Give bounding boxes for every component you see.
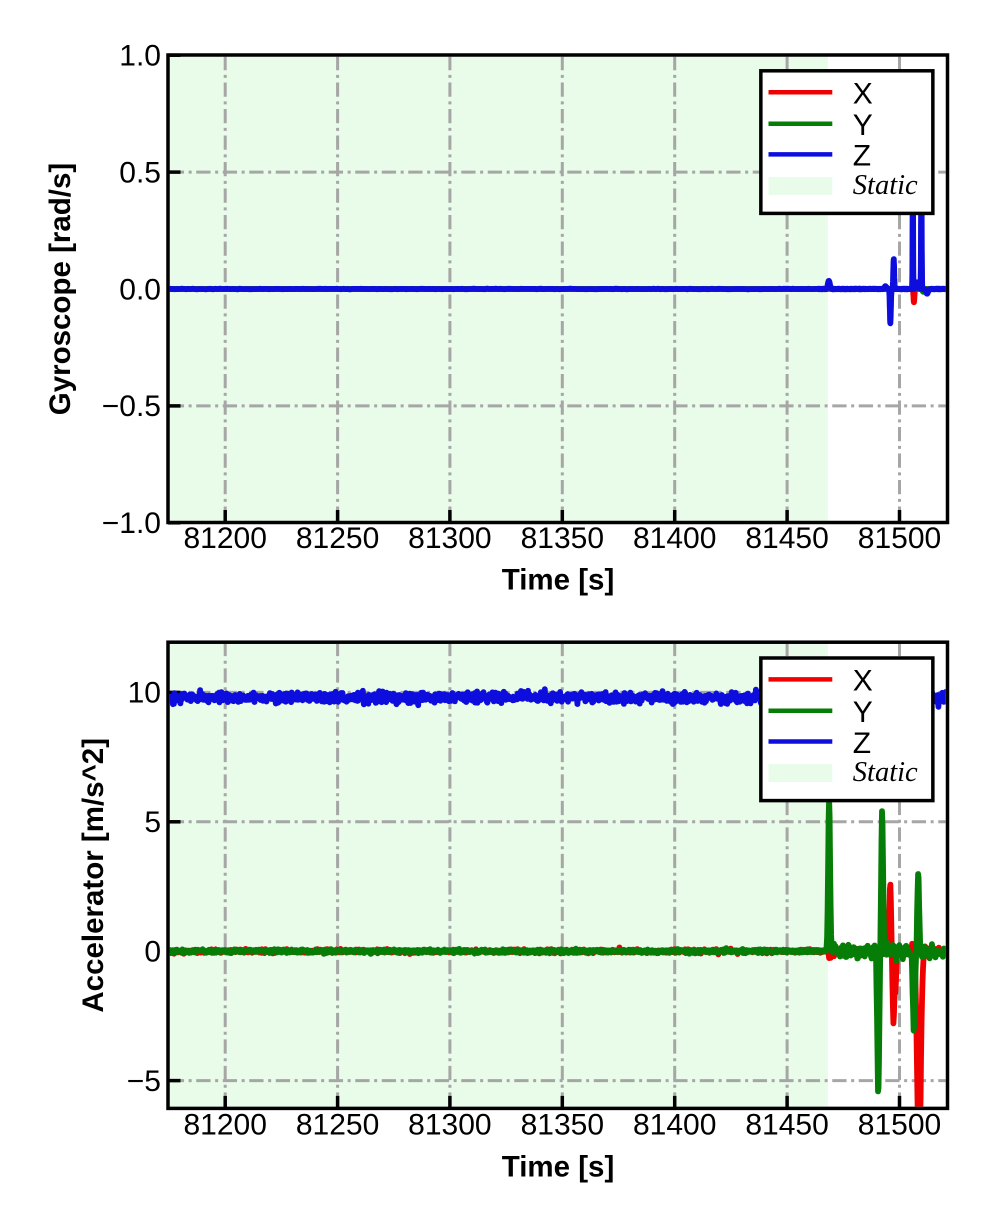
svg-text:Time [s]: Time [s] (502, 1151, 615, 1184)
svg-text:10: 10 (128, 677, 161, 710)
svg-text:81250: 81250 (296, 1109, 379, 1142)
svg-text:0: 0 (144, 936, 161, 969)
svg-text:Y: Y (853, 109, 873, 142)
svg-text:81300: 81300 (408, 522, 491, 555)
svg-text:81400: 81400 (633, 1109, 716, 1142)
svg-text:−0.5: −0.5 (102, 390, 161, 423)
svg-text:81350: 81350 (521, 522, 604, 555)
svg-text:Gyroscope [rad/s]: Gyroscope [rad/s] (44, 163, 77, 415)
svg-text:X: X (853, 665, 873, 698)
svg-text:Z: Z (853, 140, 871, 173)
svg-text:81250: 81250 (296, 522, 379, 555)
svg-text:81200: 81200 (183, 522, 266, 555)
svg-text:0.5: 0.5 (119, 156, 161, 189)
svg-text:81500: 81500 (858, 522, 941, 555)
svg-text:−5: −5 (127, 1065, 161, 1098)
svg-text:81450: 81450 (745, 522, 828, 555)
svg-text:81350: 81350 (521, 1109, 604, 1142)
svg-text:Accelerator [m/s^2]: Accelerator [m/s^2] (77, 738, 110, 1013)
svg-text:Y: Y (853, 696, 873, 729)
svg-text:81450: 81450 (745, 1109, 828, 1142)
svg-text:81300: 81300 (408, 1109, 491, 1142)
svg-text:Static: Static (853, 170, 918, 201)
svg-text:X: X (853, 78, 873, 111)
svg-text:5: 5 (144, 806, 161, 839)
svg-text:Z: Z (853, 727, 871, 760)
svg-text:81400: 81400 (633, 522, 716, 555)
svg-text:1.0: 1.0 (119, 40, 161, 73)
svg-text:81200: 81200 (183, 1109, 266, 1142)
svg-text:Static: Static (853, 757, 918, 788)
svg-text:Time [s]: Time [s] (502, 564, 615, 597)
svg-text:−1.0: −1.0 (102, 507, 161, 540)
svg-text:0.0: 0.0 (119, 273, 161, 306)
svg-text:81500: 81500 (858, 1109, 941, 1142)
